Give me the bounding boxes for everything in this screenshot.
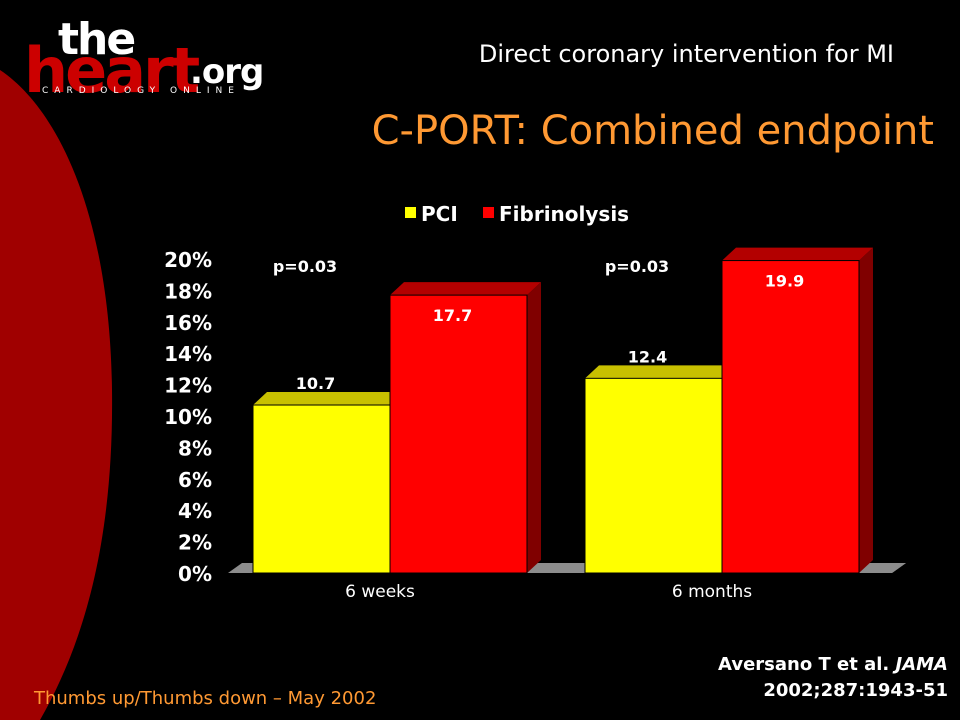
bar-side-fibrinolysis	[859, 247, 873, 573]
y-tick-label: 0%	[178, 562, 212, 586]
y-tick-label: 12%	[164, 374, 212, 398]
y-tick-label: 8%	[178, 436, 212, 460]
legend-swatch-fibrinolysis	[483, 207, 494, 218]
bar-side-fibrinolysis	[527, 282, 541, 573]
y-tick-label: 10%	[164, 405, 212, 429]
data-label: 10.7	[296, 374, 335, 393]
citation-journal: JAMA	[895, 654, 948, 675]
logo-tagline: CARDIOLOGY ONLINE	[42, 86, 240, 96]
bar-top-fibrinolysis	[390, 282, 541, 296]
bar-top-pci	[253, 392, 404, 406]
bar-fibrinolysis	[389, 294, 528, 574]
y-tick-label: 14%	[164, 342, 212, 366]
citation-authors: Aversano T et al.	[718, 654, 896, 675]
logo-org-text: .org	[190, 52, 264, 92]
citation-line-1: Aversano T et al. JAMA	[718, 652, 948, 678]
p-value-annotation: p=0.03	[273, 257, 337, 276]
legend-label-pci: PCI	[421, 202, 458, 226]
bar-top-fibrinolysis	[722, 247, 873, 261]
y-tick-label: 6%	[178, 468, 212, 492]
logo-heart-text: heart	[24, 34, 200, 107]
x-category-label: 6 weeks	[345, 582, 415, 602]
y-tick-label: 4%	[178, 499, 212, 523]
citation-line-2: 2002;287:1943-51	[763, 680, 948, 701]
y-tick-label: 16%	[164, 311, 212, 335]
bar-fibrinolysis	[721, 260, 860, 574]
data-label: 17.7	[433, 306, 472, 325]
data-label: 12.4	[628, 347, 667, 366]
bar-top-pci	[585, 365, 736, 379]
footer-text: Thumbs up/Thumbs down – May 2002	[34, 688, 377, 709]
p-value-annotation: p=0.03	[605, 257, 669, 276]
slide-header: Direct coronary intervention for MI	[478, 40, 894, 68]
data-label: 19.9	[765, 272, 804, 291]
y-tick-label: 2%	[178, 531, 212, 555]
y-tick-label: 20%	[164, 248, 212, 272]
legend-swatch-pci	[405, 207, 416, 218]
x-category-label: 6 months	[672, 582, 752, 602]
citation: Aversano T et al. JAMA 2002;287:1943-51	[718, 652, 948, 704]
slide-title: C-PORT: Combined endpoint	[371, 108, 934, 154]
bar-pci	[584, 377, 723, 574]
logo-the-text: the	[58, 14, 136, 65]
y-tick-label: 18%	[164, 279, 212, 303]
bar-pci	[252, 404, 391, 574]
legend-label-fibrinolysis: Fibrinolysis	[499, 202, 629, 226]
